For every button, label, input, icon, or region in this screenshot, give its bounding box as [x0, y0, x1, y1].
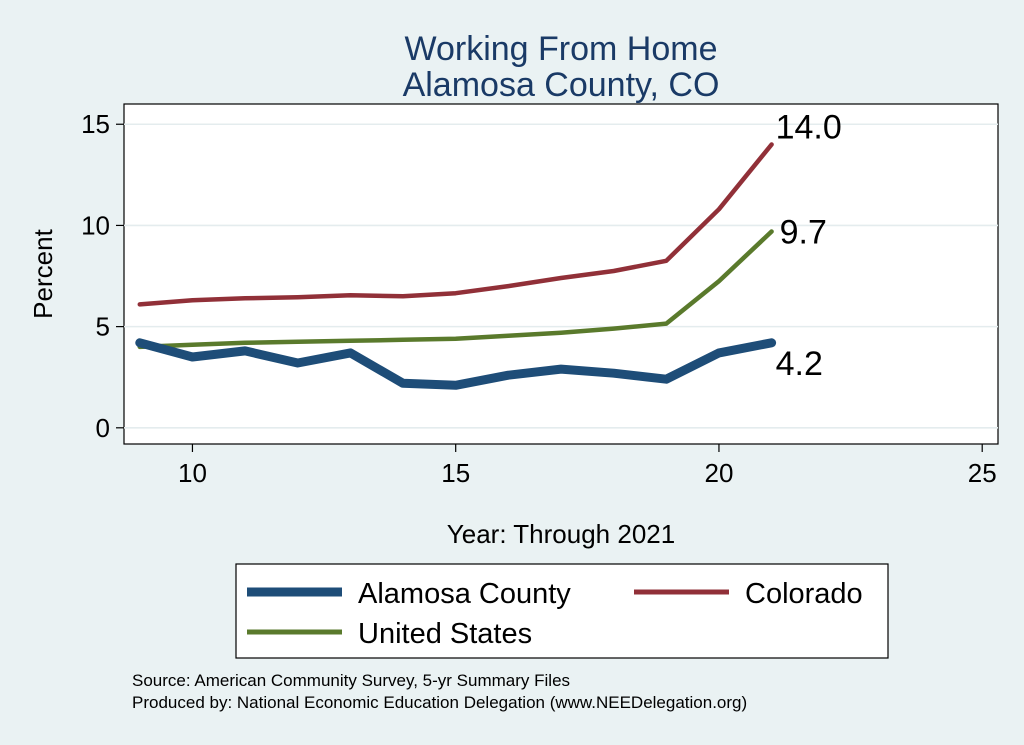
- x-tick-label-10: 10: [178, 458, 207, 488]
- end-label-colorado: 14.0: [776, 108, 842, 146]
- y-tick-label-0: 0: [96, 413, 110, 443]
- legend-label-alamosa: Alamosa County: [358, 578, 571, 610]
- y-tick-label-15: 15: [81, 109, 110, 139]
- series-lines: [135, 142, 777, 390]
- legend-label-colorado: Colorado: [745, 578, 863, 610]
- legend-label-us: United States: [358, 618, 532, 650]
- x-axis-title: Year: Through 2021: [447, 519, 675, 549]
- y-tick-label-5: 5: [96, 312, 110, 342]
- end-labels: 4.2 14.0 9.7: [776, 108, 842, 382]
- y-tick-label-10: 10: [81, 210, 110, 240]
- series-line-united-states: [137, 229, 774, 350]
- axes: 0 5 10 15 10 15 20 25: [81, 109, 997, 488]
- y-axis-title: Percent: [28, 228, 58, 318]
- x-tick-label-15: 15: [441, 458, 470, 488]
- x-tick-label-20: 20: [704, 458, 733, 488]
- x-tick-label-25: 25: [968, 458, 997, 488]
- end-label-alamosa-county: 4.2: [776, 345, 823, 383]
- series-line-colorado: [137, 142, 774, 307]
- plot-area: [123, 103, 999, 445]
- source-note: Source: American Community Survey, 5-yr …: [132, 671, 570, 690]
- grid-lines: [124, 123, 998, 429]
- chart-title-line-1: Working From Home: [405, 30, 718, 68]
- legend-box: [235, 563, 889, 659]
- chart-title-line-2: Alamosa County, CO: [403, 66, 720, 104]
- end-label-united-states: 9.7: [780, 214, 827, 252]
- legend: Alamosa County Colorado United States: [235, 563, 889, 659]
- produced-by-note: Produced by: National Economic Education…: [132, 693, 747, 712]
- series-line-alamosa-county: [135, 338, 777, 390]
